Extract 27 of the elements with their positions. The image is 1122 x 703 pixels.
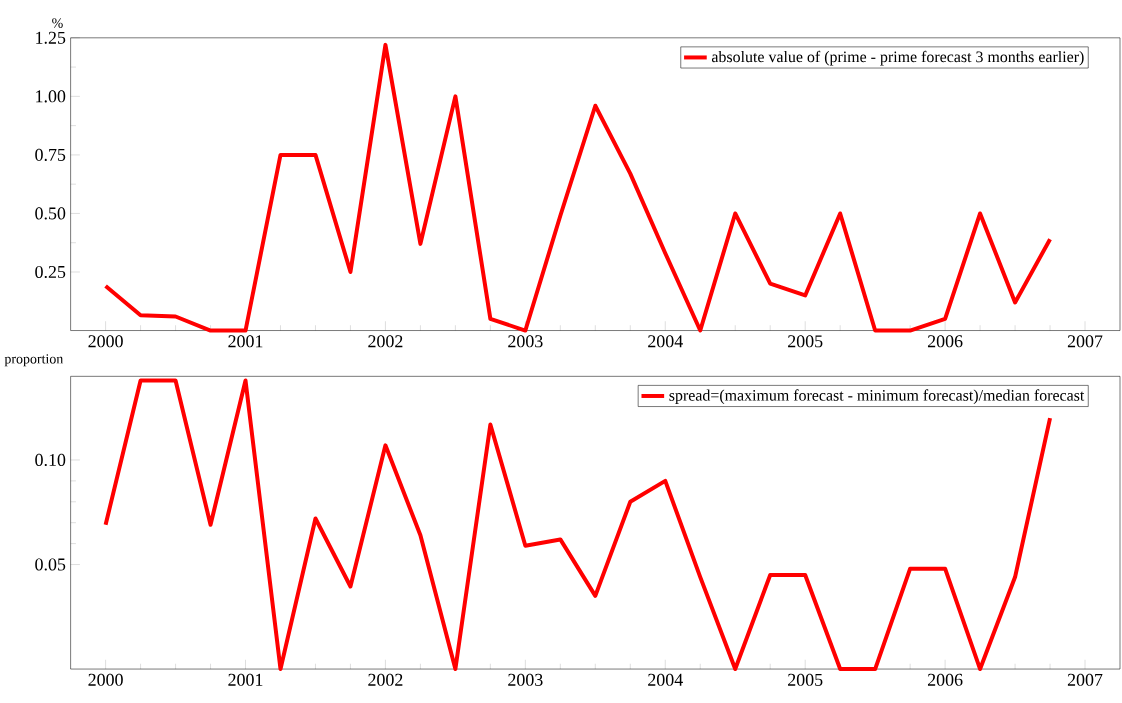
x-tick-label: 2000: [88, 673, 123, 686]
y-axis-title: %: [52, 18, 63, 28]
x-tick-label: 2004: [648, 335, 683, 348]
x-tick-label: 2005: [788, 673, 823, 686]
y-tick-label: 0.25: [35, 265, 66, 279]
x-tick-label: 2003: [508, 673, 543, 686]
x-tick-label: 2006: [927, 335, 963, 348]
x-tick-label: 2004: [648, 673, 683, 686]
x-tick-label: 2001: [228, 335, 263, 348]
y-tick-label: 1.25: [36, 31, 66, 44]
x-tick-label: 2003: [508, 335, 543, 348]
y-axis-title: proportion: [4, 354, 64, 367]
legend-label: absolute value of (prime - prime forecast 3 months earlier): [711, 50, 1084, 66]
x-tick-label: 2001: [228, 673, 263, 686]
x-tick-label: 2005: [788, 335, 823, 348]
y-tick-label: 0.05: [35, 558, 66, 571]
y-tick-label: 1.00: [36, 90, 66, 103]
x-tick-label: 2007: [1067, 673, 1103, 686]
x-tick-label: 2002: [368, 335, 403, 348]
y-tick-label: 0.75: [35, 148, 66, 162]
x-tick-label: 2000: [88, 335, 123, 348]
x-tick-label: 2006: [927, 673, 963, 686]
x-tick-label: 2007: [1067, 335, 1103, 348]
y-tick-label: 0.10: [35, 453, 66, 467]
x-tick-label: 2002: [368, 673, 403, 686]
legend-label: spread=(maximum forecast - minimum forecast)/median forecast: [669, 389, 1085, 405]
y-tick-label: 0.50: [35, 207, 66, 220]
